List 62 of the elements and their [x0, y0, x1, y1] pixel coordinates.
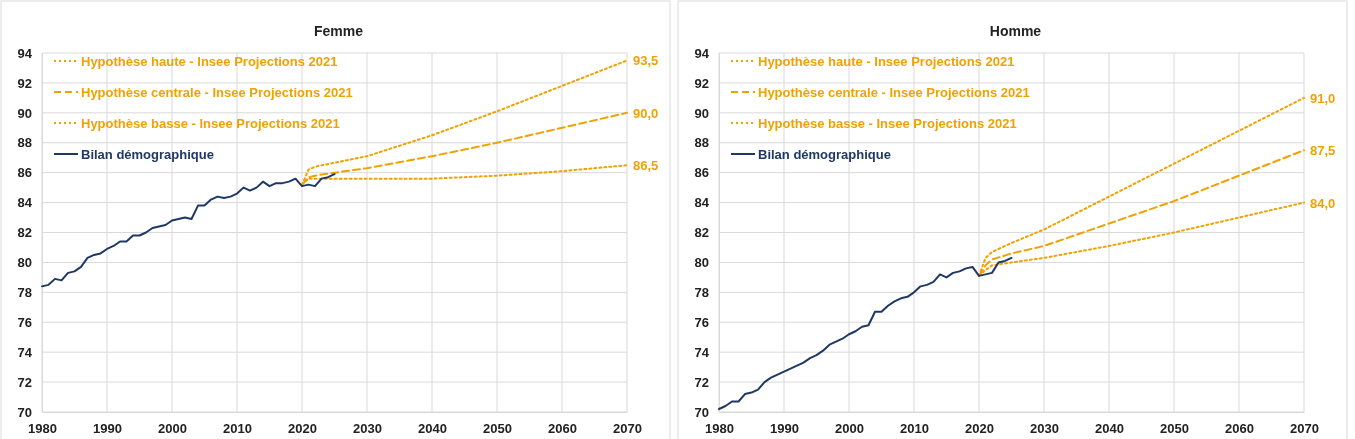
- x-tick-label: 2070: [1290, 421, 1319, 437]
- chart-title: Homme: [989, 23, 1042, 39]
- y-tick-label: 92: [694, 75, 709, 91]
- x-tick-label: 2020: [965, 421, 994, 437]
- data-label: 93,5: [633, 53, 659, 69]
- y-tick-label: 88: [17, 135, 32, 151]
- x-tick-label: 2050: [1160, 421, 1189, 437]
- y-tick-label: 70: [694, 404, 709, 420]
- data-label: 91,0: [1310, 90, 1336, 106]
- x-tick-label: 2000: [158, 421, 187, 437]
- x-tick-label: 2060: [548, 421, 577, 437]
- y-tick-label: 84: [694, 195, 710, 211]
- legend-label: Hypothèse haute - Insee Projections 2021: [81, 53, 338, 69]
- legend-label: Hypothèse basse - Insee Projections 2021: [81, 115, 340, 131]
- x-tick-label: 2070: [613, 421, 642, 437]
- y-tick-label: 74: [17, 344, 33, 360]
- legend-label: Hypothèse haute - Insee Projections 2021: [758, 53, 1015, 69]
- x-tick-label: 2020: [288, 421, 317, 437]
- y-tick-label: 94: [17, 45, 33, 61]
- x-tick-label: 2040: [1095, 421, 1124, 437]
- y-tick-label: 80: [17, 255, 32, 271]
- y-tick-label: 80: [694, 255, 709, 271]
- legend-label: Hypothèse centrale - Insee Projections 2021: [758, 84, 1030, 100]
- x-tick-label: 1990: [770, 421, 799, 437]
- y-tick-label: 88: [694, 135, 709, 151]
- legend-label: Bilan démographique: [758, 146, 891, 162]
- y-tick-label: 94: [694, 45, 710, 61]
- y-tick-label: 86: [694, 165, 709, 181]
- y-tick-label: 78: [17, 284, 32, 300]
- x-tick-label: 2010: [223, 421, 252, 437]
- y-tick-label: 74: [694, 344, 710, 360]
- x-tick-label: 2040: [418, 421, 447, 437]
- data-label: 86,5: [633, 158, 659, 174]
- data-label: 90,0: [633, 105, 659, 121]
- x-tick-label: 2060: [1225, 421, 1254, 437]
- chart-title: Femme: [313, 23, 364, 39]
- legend-label: Hypothèse basse - Insee Projections 2021: [758, 115, 1017, 131]
- legend-label: Hypothèse centrale - Insee Projections 2021: [81, 84, 353, 100]
- y-tick-label: 76: [17, 314, 32, 330]
- y-tick-label: 86: [17, 165, 32, 181]
- data-label: 87,5: [1310, 143, 1336, 159]
- y-tick-label: 90: [694, 105, 709, 121]
- y-tick-label: 72: [17, 374, 32, 390]
- x-tick-label: 2030: [353, 421, 382, 437]
- x-tick-label: 2010: [900, 421, 929, 437]
- x-tick-label: 2030: [1030, 421, 1059, 437]
- x-tick-label: 1980: [705, 421, 734, 437]
- y-tick-label: 76: [694, 314, 709, 330]
- y-tick-label: 78: [694, 284, 709, 300]
- y-tick-label: 92: [17, 75, 32, 91]
- y-tick-label: 82: [694, 225, 709, 241]
- x-tick-label: 2000: [835, 421, 864, 437]
- y-tick-label: 70: [17, 404, 32, 420]
- x-tick-label: 1990: [93, 421, 122, 437]
- y-tick-label: 82: [17, 225, 32, 241]
- x-tick-label: 1980: [28, 421, 57, 437]
- y-tick-label: 84: [17, 195, 33, 211]
- y-tick-label: 90: [17, 105, 32, 121]
- y-tick-label: 72: [694, 374, 709, 390]
- x-tick-label: 2050: [483, 421, 512, 437]
- legend-label: Bilan démographique: [81, 146, 214, 162]
- data-label: 84,0: [1310, 195, 1336, 211]
